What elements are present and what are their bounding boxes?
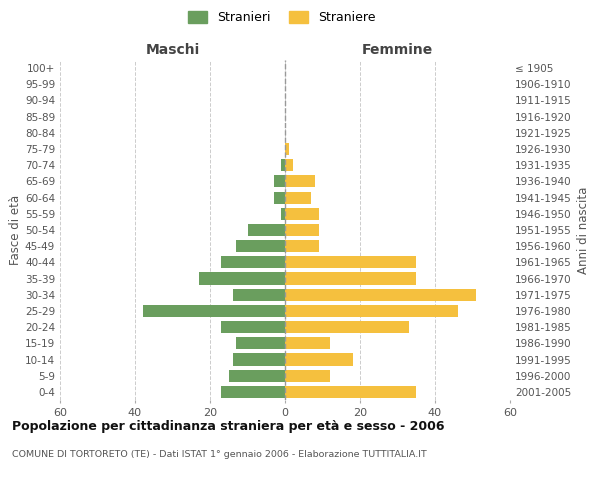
Bar — [285, 143, 289, 155]
Bar — [285, 240, 319, 252]
Bar — [285, 256, 416, 268]
Bar — [285, 159, 293, 172]
Bar — [199, 272, 285, 284]
Bar — [285, 208, 319, 220]
Bar — [248, 224, 285, 236]
Text: COMUNE DI TORTORETO (TE) - Dati ISTAT 1° gennaio 2006 - Elaborazione TUTTITALIA.: COMUNE DI TORTORETO (TE) - Dati ISTAT 1°… — [12, 450, 427, 459]
Text: Maschi: Maschi — [145, 43, 200, 57]
Bar — [285, 305, 458, 317]
Y-axis label: Fasce di età: Fasce di età — [9, 195, 22, 265]
Bar — [285, 370, 330, 382]
Bar — [236, 240, 285, 252]
Bar — [285, 176, 315, 188]
Bar — [285, 288, 476, 301]
Bar — [285, 224, 319, 236]
Bar — [143, 305, 285, 317]
Bar — [274, 176, 285, 188]
Bar — [285, 321, 409, 333]
Bar — [221, 321, 285, 333]
Bar — [221, 386, 285, 398]
Bar — [285, 386, 416, 398]
Bar — [221, 256, 285, 268]
Bar — [281, 208, 285, 220]
Bar — [236, 338, 285, 349]
Bar — [233, 288, 285, 301]
Bar — [285, 272, 416, 284]
Bar — [285, 338, 330, 349]
Y-axis label: Anni di nascita: Anni di nascita — [577, 186, 590, 274]
Bar — [274, 192, 285, 203]
Legend: Stranieri, Straniere: Stranieri, Straniere — [188, 11, 376, 24]
Bar — [285, 354, 353, 366]
Bar — [285, 192, 311, 203]
Bar — [281, 159, 285, 172]
Bar — [229, 370, 285, 382]
Text: Popolazione per cittadinanza straniera per età e sesso - 2006: Popolazione per cittadinanza straniera p… — [12, 420, 445, 433]
Text: Femmine: Femmine — [362, 43, 433, 57]
Bar — [233, 354, 285, 366]
